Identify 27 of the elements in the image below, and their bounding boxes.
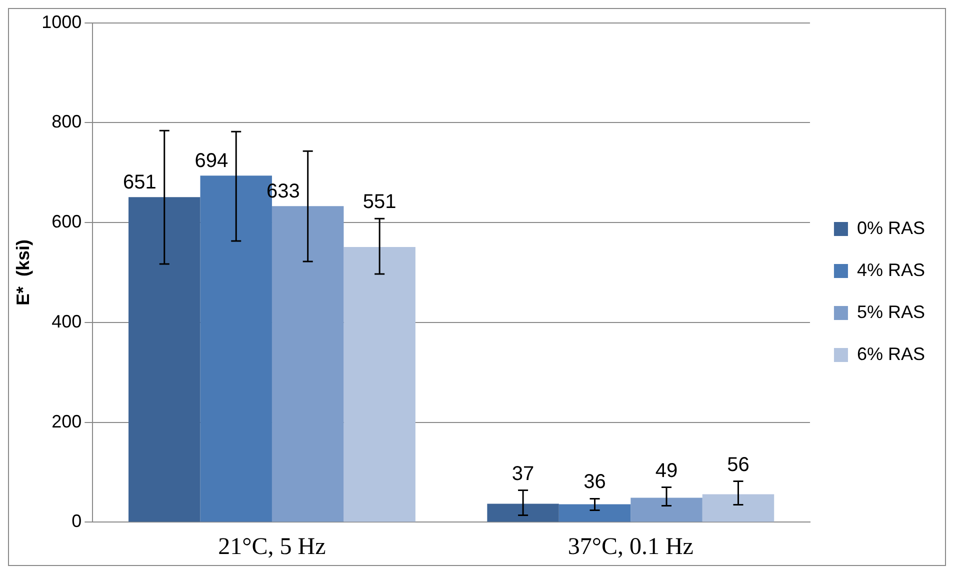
bar — [487, 504, 559, 522]
bar — [558, 504, 631, 522]
x-tick-label: 21°C, 5 Hz — [218, 534, 326, 560]
bar — [272, 206, 344, 522]
y-tick-label: 1000 — [42, 12, 82, 32]
data-label: 37 — [512, 462, 534, 485]
bar — [702, 494, 774, 522]
y-tick-label: 800 — [52, 112, 82, 132]
data-label: 36 — [584, 471, 606, 494]
data-label: 56 — [727, 454, 750, 476]
legend-label: 6% RAS — [856, 344, 926, 364]
y-tick-label: 600 — [52, 212, 82, 232]
data-label: 49 — [655, 460, 678, 482]
data-label: 651 — [123, 172, 156, 194]
data-label: 694 — [194, 150, 228, 172]
legend-label: 0% RAS — [856, 218, 926, 238]
bar — [630, 498, 702, 522]
legend-label: 5% RAS — [856, 302, 926, 322]
legend-label: 4% RAS — [856, 260, 926, 280]
y-axis-title: E* (ksi) — [12, 239, 33, 306]
y-tick-label: 200 — [52, 411, 82, 432]
data-label: 551 — [362, 191, 396, 214]
bar — [128, 197, 200, 522]
x-tick-label: 37°C, 0.1 Hz — [568, 534, 694, 560]
bar — [344, 247, 416, 522]
y-tick-label: 0 — [72, 511, 82, 532]
y-tick-label: 400 — [52, 311, 82, 332]
